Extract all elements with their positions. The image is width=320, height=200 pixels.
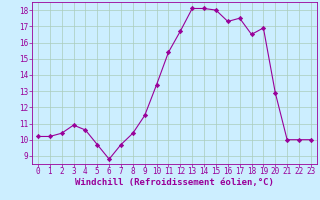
X-axis label: Windchill (Refroidissement éolien,°C): Windchill (Refroidissement éolien,°C): [75, 178, 274, 187]
